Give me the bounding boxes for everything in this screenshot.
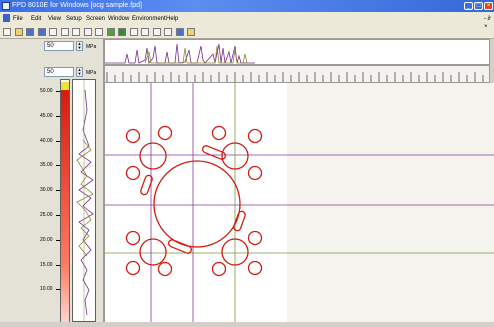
menu-window[interactable]: Window <box>108 16 130 22</box>
settings-icon[interactable] <box>164 28 172 36</box>
bolt-hole <box>247 260 263 276</box>
sensor-area <box>105 83 287 322</box>
seal-slot <box>233 210 246 232</box>
bolt-hole <box>211 125 227 141</box>
seal-slot <box>140 174 153 196</box>
bolt-hole <box>125 230 141 246</box>
scale-tick-label: 35.00 <box>40 162 53 169</box>
scale-tick-mark <box>56 264 60 266</box>
bolt-hole <box>125 165 141 181</box>
scale-tick-mark <box>56 190 60 192</box>
grid-icon[interactable] <box>129 28 138 36</box>
close-icon: × <box>486 3 491 9</box>
menu-bar <box>0 12 494 27</box>
layout-icon[interactable] <box>141 28 149 36</box>
new-icon[interactable] <box>3 28 11 36</box>
horizontal-scale-ruler <box>104 65 492 83</box>
seal-slot <box>201 145 227 160</box>
scale-tick-label: 20.00 <box>40 236 53 243</box>
sensor-map-canvas <box>104 83 494 322</box>
seal-slot <box>167 239 193 254</box>
print-setup-icon[interactable] <box>72 28 80 36</box>
pressure-trace-svg <box>105 43 255 64</box>
scale-tick-label: 45.00 <box>40 112 53 119</box>
menu-environment[interactable]: Environment <box>132 16 166 22</box>
menu-edit[interactable]: Edit <box>31 16 42 22</box>
open-icon[interactable] <box>14 28 23 36</box>
scale-tick-mark <box>56 215 60 216</box>
ruler-svg <box>106 72 492 82</box>
scale-tick-label: 30.00 <box>40 187 53 194</box>
scale-bottom-unit: MPa <box>86 70 97 76</box>
pressure-trace-panel <box>104 39 490 65</box>
bolt-hole <box>211 261 227 277</box>
trace-line-olive <box>144 45 248 64</box>
scale-top-spinner[interactable]: ▲ ▼ <box>76 41 83 51</box>
info-icon[interactable] <box>175 28 184 36</box>
bolt-hole <box>157 261 173 277</box>
menu-screen[interactable]: Screen <box>86 16 106 22</box>
export-icon[interactable] <box>152 28 161 36</box>
maximize-button[interactable]: □ <box>474 2 483 10</box>
menu-help[interactable]: Help <box>166 16 179 22</box>
scale-tick-label: 10.00 <box>40 286 53 293</box>
menu-view[interactable]: View <box>48 16 61 22</box>
document-icon[interactable] <box>3 14 10 22</box>
scale-tick-mark <box>56 91 60 92</box>
scale-tick-label: 15.00 <box>40 261 53 268</box>
help-icon[interactable] <box>187 28 195 36</box>
profile-graph <box>72 79 96 322</box>
save-as-icon[interactable] <box>37 28 46 36</box>
scale-tick-label: 25.00 <box>40 212 53 218</box>
pressure-bar-fill <box>61 90 69 322</box>
bolt-hole <box>247 165 263 181</box>
scale-tick-mark <box>56 140 60 142</box>
bolt-hole <box>125 260 141 276</box>
bolt-hole <box>125 128 141 144</box>
minimize-icon: _ <box>466 3 471 9</box>
bolt-hole <box>247 230 263 246</box>
pressure-bar-cap <box>61 82 69 90</box>
profile-trace-olive <box>76 139 94 257</box>
scale-tick-mark <box>56 165 60 167</box>
scale-top-input[interactable]: 50 <box>44 41 74 51</box>
port-circle <box>139 238 167 266</box>
trace-line-purple <box>105 43 255 64</box>
app-icon <box>2 2 10 10</box>
bolt-hole <box>157 125 173 141</box>
record-icon[interactable] <box>118 28 126 36</box>
preview-icon[interactable] <box>60 28 69 36</box>
profile-trace-purple <box>78 89 94 316</box>
scale-tick-mark <box>56 239 60 241</box>
profile-graph-svg <box>76 80 94 321</box>
scale-bottom-spinner[interactable]: ▲ ▼ <box>76 67 83 77</box>
window-title: FPD 8010E for Windows [ocg sample.fpd] <box>12 2 142 9</box>
maximize-icon: □ <box>476 3 481 9</box>
scale-tick-mark <box>56 289 60 291</box>
menu-setup[interactable]: Setup <box>66 16 82 22</box>
bolt-hole <box>247 128 263 144</box>
close-button[interactable]: × <box>484 2 493 10</box>
scale-tick-label: 40.00 <box>40 137 53 144</box>
main-bore-circle <box>153 160 241 248</box>
port-circle <box>139 142 167 170</box>
stop-icon[interactable] <box>106 28 115 36</box>
minimize-button[interactable]: _ <box>464 2 473 10</box>
title-bar <box>0 0 494 12</box>
port-circle <box>221 238 249 266</box>
zoom-out-icon[interactable] <box>95 28 103 36</box>
menu-file[interactable]: File <box>13 16 23 22</box>
save-icon[interactable] <box>26 28 34 36</box>
port-circle <box>221 142 249 170</box>
scale-top-unit: MPa <box>86 44 97 50</box>
zoom-in-icon[interactable] <box>83 28 92 36</box>
scale-tick-label: 50.00 <box>40 88 53 94</box>
scale-bottom-input[interactable]: 50 <box>44 67 74 77</box>
scale-tick-mark <box>56 115 60 117</box>
sensor-map-svg <box>105 83 494 322</box>
print-icon[interactable] <box>49 28 57 36</box>
